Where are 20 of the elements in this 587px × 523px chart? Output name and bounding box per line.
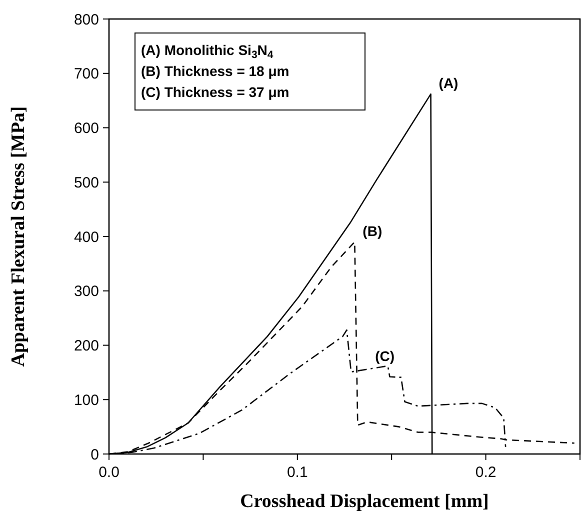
- y-tick-label: 600: [74, 120, 99, 137]
- annotation: (C) Thickness = 37 μm: [141, 84, 290, 100]
- y-tick-label: 700: [74, 66, 99, 83]
- annotation: (C): [375, 348, 395, 364]
- y-tick-label: 200: [74, 338, 99, 354]
- annotation: (A): [438, 75, 458, 92]
- x-tick-label: 0.2: [475, 464, 496, 481]
- y-tick-label: 300: [74, 283, 99, 300]
- y-axis-title: Apparent Flexural Stress [MPa]: [8, 106, 29, 367]
- y-tick-label: 800: [74, 11, 99, 28]
- x-axis-title: Crosshead Displacement [mm]: [240, 491, 489, 512]
- y-tick-label: 0: [90, 446, 99, 464]
- y-tick-label: 100: [74, 392, 99, 409]
- annotation: (B) Thickness = 18 μm: [141, 63, 290, 79]
- annotation: (B): [362, 222, 382, 239]
- annotation: (A) Monolithic Si$_{3}$N$_{4}$: [141, 42, 274, 61]
- x-tick-label: 0.1: [286, 464, 308, 481]
- y-tick-label: 400: [74, 228, 99, 246]
- x-tick-label: 0.0: [98, 464, 120, 481]
- y-tick-label: 500: [74, 174, 99, 192]
